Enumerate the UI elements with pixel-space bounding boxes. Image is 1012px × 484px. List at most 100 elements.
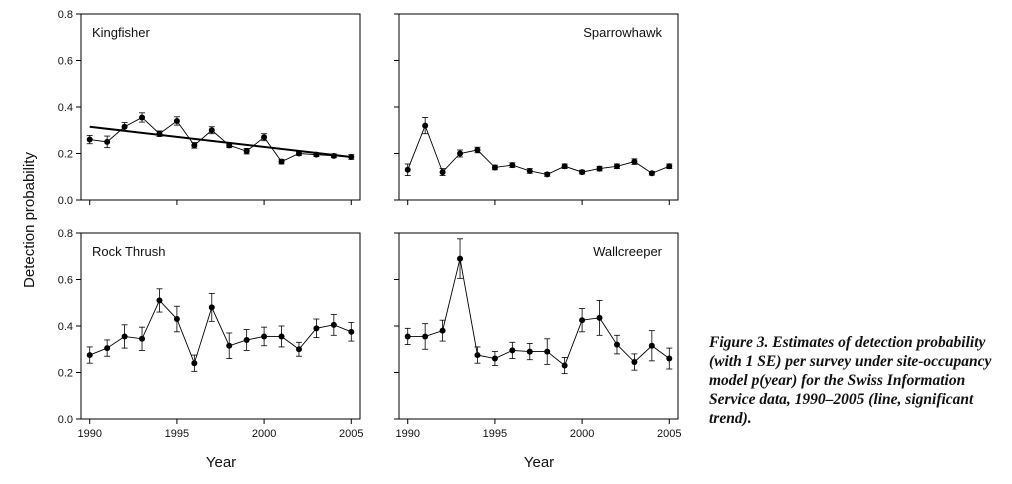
y-tick-label: 0.4 xyxy=(58,102,73,114)
data-point xyxy=(631,359,638,366)
data-point xyxy=(104,138,111,145)
x-tick-label: 1990 xyxy=(77,428,101,440)
data-point xyxy=(295,346,302,353)
data-point xyxy=(561,362,568,369)
y-tick-label: 0.4 xyxy=(58,321,73,333)
y-tick-label: 0.0 xyxy=(58,414,73,426)
panel-title: Kingfisher xyxy=(92,25,150,40)
data-point xyxy=(86,352,93,359)
x-tick-label: 2005 xyxy=(339,428,363,440)
data-point xyxy=(561,163,568,170)
data-point xyxy=(509,162,516,169)
series-line xyxy=(407,124,670,175)
data-point xyxy=(208,304,215,311)
data-point xyxy=(191,142,198,149)
data-point xyxy=(278,158,285,165)
data-point xyxy=(613,163,620,170)
data-point xyxy=(295,150,302,157)
data-point xyxy=(544,348,551,355)
x-axis-title-right: Year xyxy=(524,454,554,471)
series-line xyxy=(89,299,352,365)
panel-title: Wallcreeper xyxy=(593,244,663,259)
plot-frame xyxy=(80,13,361,201)
data-point xyxy=(156,297,163,304)
data-point xyxy=(666,355,673,362)
x-axis-title-left: Year xyxy=(206,454,236,471)
y-tick-label: 0.8 xyxy=(58,228,73,240)
data-point xyxy=(509,347,516,354)
plot-frame xyxy=(398,232,679,420)
panel-4: 1990 1995 2000 2005 Wallcreeper xyxy=(394,232,682,440)
data-point xyxy=(404,333,411,340)
data-point xyxy=(666,163,673,170)
y-tick-label: 0.0 xyxy=(58,195,73,207)
panel-3: 0.0 0.2 0.4 0.6 0.8 1990 1995 2000 2005 Rock Thru… xyxy=(58,228,364,440)
data-point xyxy=(474,147,481,154)
y-tick-label: 0.8 xyxy=(58,9,73,21)
data-point xyxy=(648,170,655,177)
panel-1: 0.0 0.2 0.4 0.6 0.8 Kingfisher xyxy=(58,9,361,207)
data-point xyxy=(596,314,603,321)
series-line xyxy=(89,116,352,163)
data-point xyxy=(313,151,320,158)
x-tick-label: 1995 xyxy=(483,428,507,440)
panel-2: Sparrowhawk xyxy=(394,13,679,205)
data-point xyxy=(404,166,411,173)
y-tick-label: 0.2 xyxy=(58,368,73,380)
data-point xyxy=(330,152,337,159)
panel-title: Sparrowhawk xyxy=(583,25,662,40)
data-point xyxy=(139,114,146,121)
x-tick-label: 1995 xyxy=(165,428,189,440)
data-point xyxy=(330,321,337,328)
x-tick-label: 2005 xyxy=(657,428,681,440)
data-point xyxy=(226,342,233,349)
data-point xyxy=(613,341,620,348)
panel-title: Rock Thrush xyxy=(92,244,165,259)
x-tick-label: 1990 xyxy=(395,428,419,440)
series-line xyxy=(407,258,670,367)
data-point xyxy=(491,355,498,362)
data-point xyxy=(422,333,429,340)
data-point xyxy=(173,316,180,323)
data-point xyxy=(139,335,146,342)
data-point xyxy=(243,336,250,343)
x-tick-label: 2000 xyxy=(252,428,276,440)
data-point xyxy=(313,325,320,332)
data-point xyxy=(261,134,268,141)
y-tick-label: 0.6 xyxy=(58,275,73,287)
data-point xyxy=(156,130,163,137)
x-tick-label: 2000 xyxy=(570,428,594,440)
data-point xyxy=(544,171,551,178)
data-point xyxy=(261,333,268,340)
data-point xyxy=(121,123,128,130)
data-point xyxy=(579,169,586,176)
data-point xyxy=(457,150,464,157)
data-point xyxy=(226,142,233,149)
trend-line xyxy=(89,125,352,158)
data-point xyxy=(491,164,498,171)
data-point xyxy=(526,167,533,174)
data-point xyxy=(104,345,111,352)
figure-caption: Figure 3. Estimates of detection probabi… xyxy=(709,334,992,427)
data-point xyxy=(631,158,638,165)
data-point xyxy=(348,153,355,160)
data-point xyxy=(579,317,586,324)
data-point xyxy=(439,327,446,334)
data-point xyxy=(86,136,93,143)
data-point xyxy=(191,360,198,367)
data-point xyxy=(278,333,285,340)
data-point xyxy=(526,348,533,355)
data-point xyxy=(422,122,429,129)
data-point xyxy=(474,352,481,359)
data-point xyxy=(596,165,603,172)
data-point xyxy=(348,328,355,335)
data-point xyxy=(243,148,250,155)
y-tick-label: 0.2 xyxy=(58,149,73,161)
data-point xyxy=(648,342,655,349)
data-point xyxy=(173,117,180,124)
data-point xyxy=(208,127,215,134)
data-point xyxy=(121,333,128,340)
y-tick-label: 0.6 xyxy=(58,56,73,68)
y-axis-title: Detection probability xyxy=(21,152,38,288)
